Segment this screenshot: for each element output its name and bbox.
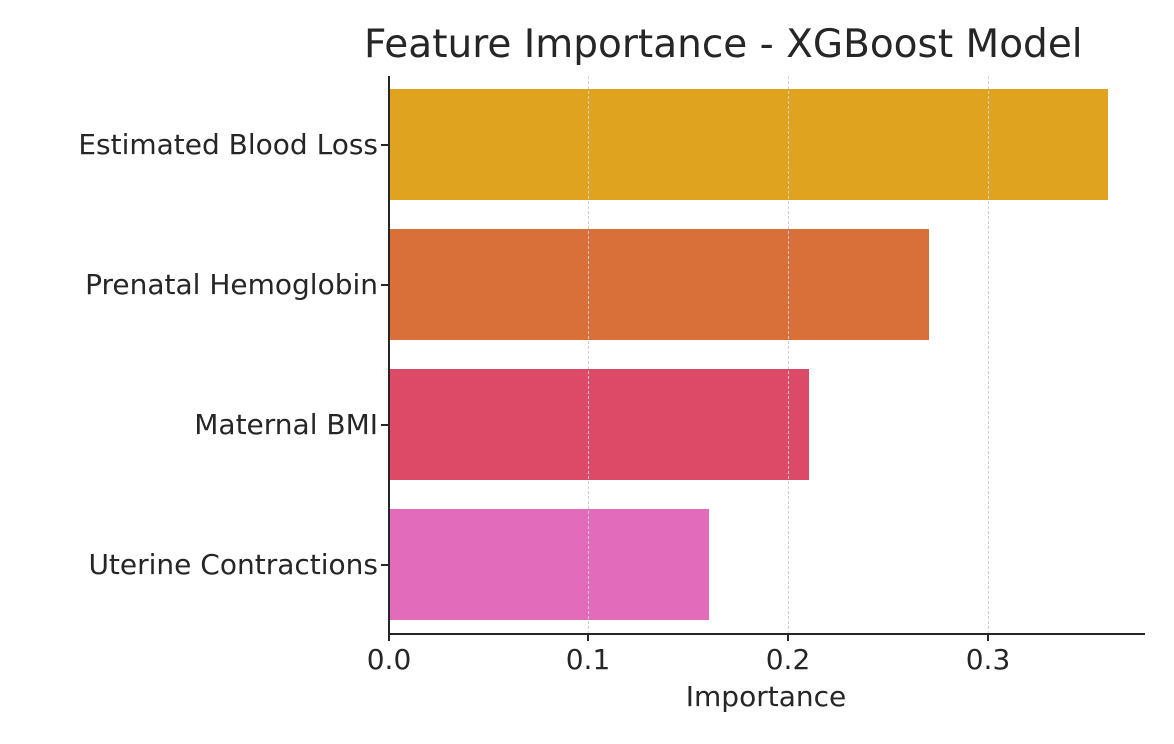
y-axis-line <box>388 76 390 635</box>
bar-uterine-contractions <box>390 509 709 620</box>
x-axis-line <box>388 633 1145 635</box>
x-tick <box>587 633 589 641</box>
x-tick <box>987 633 989 641</box>
x-tick-label: 0.1 <box>565 643 611 676</box>
y-tick-label: Estimated Blood Loss <box>78 128 378 161</box>
x-tick-label: 0.3 <box>965 643 1011 676</box>
x-tick <box>388 633 390 641</box>
x-tick-label: 0.0 <box>366 643 412 676</box>
bar-estimated-blood-loss <box>390 89 1108 200</box>
y-tick <box>381 284 389 286</box>
gridline-0.2 <box>788 76 789 634</box>
x-tick <box>787 633 789 641</box>
gridline-0.3 <box>988 76 989 634</box>
y-tick-label: Prenatal Hemoglobin <box>85 268 378 301</box>
bar-prenatal-hemoglobin <box>390 229 929 340</box>
chart-title: Feature Importance - XGBoost Model <box>364 22 1083 67</box>
y-tick <box>381 564 389 566</box>
y-tick <box>381 424 389 426</box>
y-tick <box>381 144 389 146</box>
gridline-0.1 <box>588 76 589 634</box>
bar-maternal-bmi <box>390 369 809 480</box>
x-axis-label: Importance <box>685 680 847 713</box>
y-tick-label: Maternal BMI <box>194 408 378 441</box>
x-tick-label: 0.2 <box>765 643 811 676</box>
y-tick-label: Uterine Contractions <box>88 548 378 581</box>
